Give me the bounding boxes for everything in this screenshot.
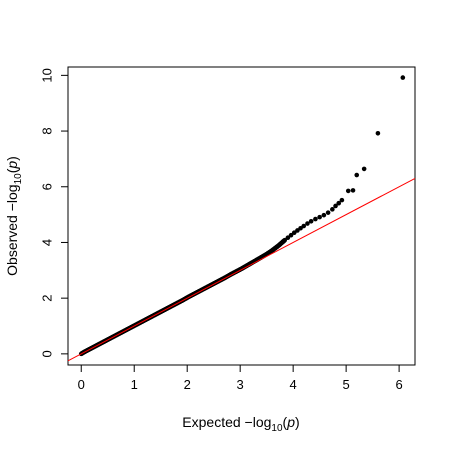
x-tick-label: 6 <box>395 377 402 392</box>
y-tick-label: 2 <box>39 295 54 302</box>
y-tick-label: 8 <box>39 127 54 134</box>
data-point <box>339 197 345 203</box>
data-point <box>350 188 356 193</box>
data-point <box>354 172 360 178</box>
x-tick-label: 0 <box>78 377 85 392</box>
y-tick-label: 0 <box>39 350 54 357</box>
x-tick-label: 5 <box>343 377 350 392</box>
data-point <box>400 75 406 80</box>
x-tick-label: 2 <box>184 377 191 392</box>
y-axis-label: Observed −log10(p) <box>4 156 24 276</box>
data-point <box>321 212 327 218</box>
data-point <box>285 235 291 241</box>
data-point <box>305 221 310 226</box>
y-tick-label: 4 <box>39 239 54 246</box>
data-point <box>333 203 338 209</box>
data-point <box>345 188 351 194</box>
data-point <box>317 214 322 220</box>
y-tick-label: 10 <box>39 68 54 82</box>
data-point <box>336 200 342 206</box>
x-axis-label: Expected −log10(p) <box>182 414 299 434</box>
reference-line <box>67 177 416 362</box>
x-tick-label: 4 <box>290 377 297 392</box>
y-tick-label: 6 <box>39 183 54 190</box>
x-axis: 0 1 2 3 4 5 6 <box>78 364 403 392</box>
data-point <box>313 216 318 222</box>
data-points <box>78 75 406 357</box>
x-tick-label: 3 <box>237 377 244 392</box>
data-point <box>282 237 287 243</box>
y-axis: 0 2 4 6 8 10 <box>39 68 69 357</box>
data-point <box>301 223 307 229</box>
data-point <box>330 207 335 212</box>
data-point <box>308 218 314 224</box>
data-point <box>325 210 331 215</box>
data-point <box>375 130 381 136</box>
x-tick-label: 1 <box>131 377 138 392</box>
plot-frame <box>67 66 416 366</box>
data-point <box>361 166 367 172</box>
data-point <box>288 232 294 238</box>
